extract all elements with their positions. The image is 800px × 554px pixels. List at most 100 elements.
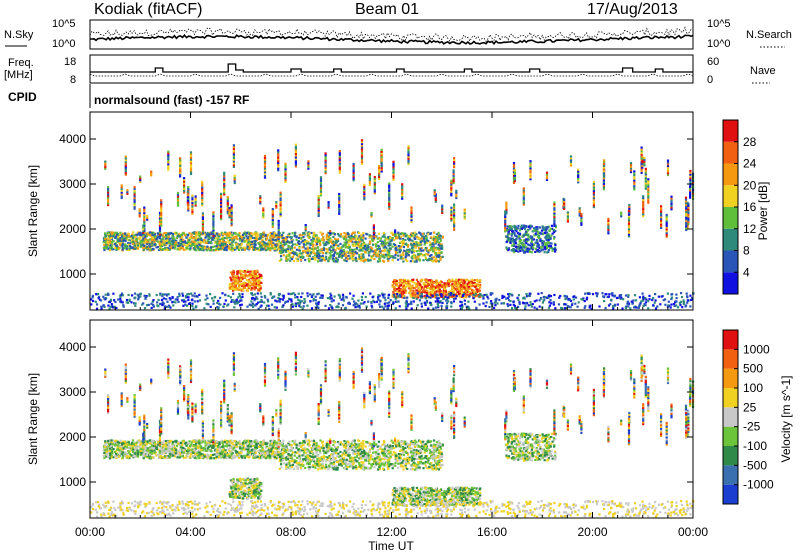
power-cell [257,301,260,304]
power-cell [381,293,384,297]
power-cell [176,298,179,301]
power-cell [104,293,107,296]
power-cell [392,256,395,259]
power-cell [316,240,319,243]
power-cell [240,274,243,277]
power-cell [285,248,288,251]
power-cell [135,238,138,241]
power-cell [433,281,436,285]
power-cell [470,278,474,281]
power-cell [167,293,170,296]
power-cell [673,304,676,308]
power-cell [176,195,180,198]
power-cell [249,270,252,273]
power-cell [282,296,285,299]
power-cell [294,243,297,246]
power-cell [529,160,532,163]
power-cell [467,279,470,282]
power-cell [596,292,599,295]
power-cell [243,240,246,243]
power-cell [182,243,185,246]
power-cell [217,302,220,305]
power-cell [407,157,410,160]
power-cell [488,305,491,308]
power-cell [569,299,573,302]
power-cell [148,231,151,234]
power-cell [347,240,351,243]
power-cell [419,232,422,235]
power-cell [270,245,274,248]
power-cell [182,232,185,235]
power-cell [413,291,416,294]
power-cell [133,247,136,250]
power-cell [267,248,270,251]
power-cell [239,276,242,279]
power-cell [514,242,518,245]
power-cell [687,219,690,222]
power-cell [529,176,532,179]
power-cell [238,232,241,235]
power-cell [229,287,232,290]
power-cell [429,296,432,299]
power-cell [203,307,206,310]
power-cell [451,280,454,283]
power-cell [686,301,689,304]
power-cell [306,295,309,298]
power-cell [128,298,131,301]
power-cell [155,235,158,238]
power-cell [227,240,230,243]
power-cell [257,276,261,279]
power-cell [419,287,422,290]
power-cell [183,234,186,237]
power-cell [121,237,124,240]
power-cell [360,150,364,153]
power-cell [314,247,317,250]
power-cell [527,229,530,232]
power-cell [293,246,296,249]
power-cell [234,302,237,305]
power-cell [406,305,409,308]
power-cell [289,293,292,296]
power-cell [306,304,309,307]
power-cell [307,232,310,235]
power-cell [507,234,510,237]
power-cell [393,286,396,289]
power-cell [396,251,399,254]
power-cell [403,296,406,299]
power-cell [461,291,464,294]
power-cell [156,245,160,249]
power-cell [165,248,169,251]
power-cell [259,274,262,277]
power-cell [119,297,122,300]
power-cell [584,292,587,295]
power-cell [417,282,420,285]
power-cell [335,259,338,262]
power-cell [440,295,443,298]
power-cell [149,248,152,251]
power-cell [431,247,434,251]
power-cell [276,233,279,236]
power-cell [548,234,551,237]
power-cell [351,297,354,300]
power-cell [216,240,219,243]
power-cell [544,243,547,246]
power-cell [250,246,253,249]
power-cell [435,290,438,293]
power-cell [161,301,164,304]
power-cell [259,286,262,290]
power-cell [286,248,289,251]
power-cell [231,273,234,276]
power-cell [191,210,194,213]
power-cell [459,278,462,281]
power-cell [194,199,197,202]
power-cell [665,235,668,238]
power-cell [281,298,285,301]
power-cell [293,251,296,254]
power-cell [338,155,341,158]
power-cell [425,299,429,302]
power-cell [322,257,325,260]
power-cell [236,301,239,304]
power-cell [194,202,197,205]
power-cell [107,204,110,207]
power-cell [571,302,574,305]
